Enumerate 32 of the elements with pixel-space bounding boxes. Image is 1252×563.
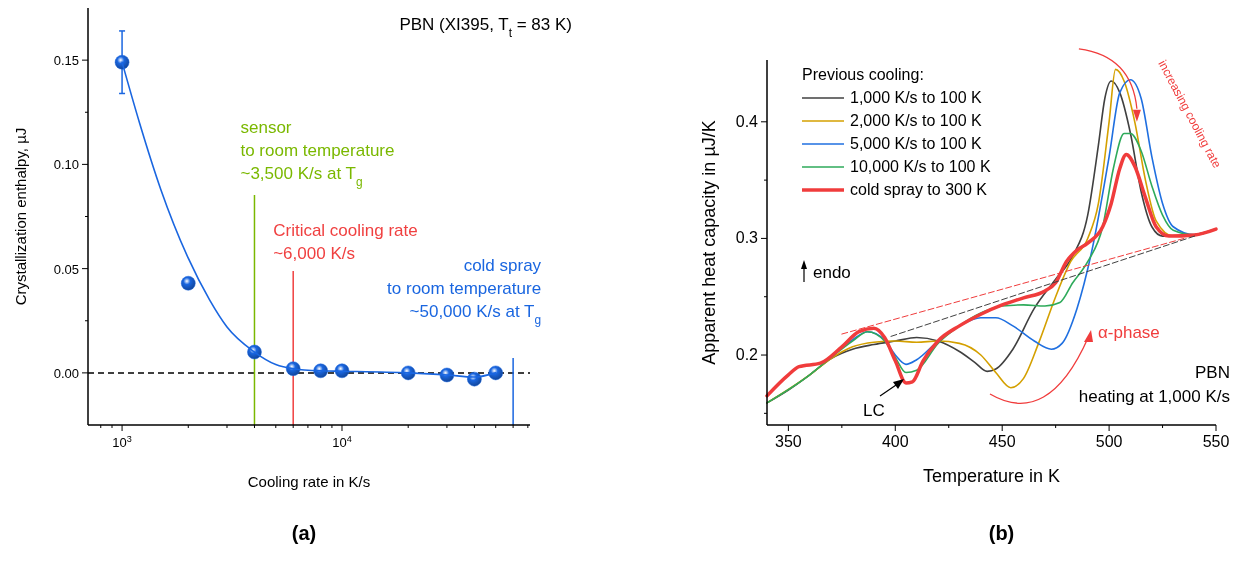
annotation: LC: [863, 401, 885, 420]
y-tick-label: 0.10: [53, 157, 79, 173]
legend-label: 2,000 K/s to 100 K: [850, 112, 982, 129]
x-tick-label: 400: [881, 433, 909, 450]
y-axis-title: Apparent heat capacity in µJ/K: [699, 120, 719, 365]
x-tick-label: 500: [1095, 433, 1123, 450]
legend-label: 1,000 K/s to 100 K: [850, 89, 982, 106]
ref-line-label: sensor to room temperature ~3,500 K/s at T$_{g}$: [240, 118, 395, 189]
x-tick-label: 550: [1202, 433, 1230, 450]
x-axis-title: Temperature in K: [922, 466, 1061, 486]
annotation: PBN (XI395, T$_{t}$ = 83 K): [399, 15, 572, 40]
y-tick-label: 0.2: [735, 346, 759, 364]
x-tick-label: 10$^{4}$: [332, 434, 352, 450]
x-axis-title: Cooling rate in K/s: [247, 473, 371, 490]
y-axis-title: Crystallization enthalpy, µJ: [12, 127, 29, 306]
y-tick-label: 0.00: [53, 365, 79, 381]
x-tick-label: 350: [775, 433, 802, 450]
text: (b): [988, 522, 1015, 544]
x-tick-label: 10$^{3}$: [112, 434, 132, 450]
legend-label: cold spray to 300 K: [850, 181, 988, 198]
y-tick-label: 0.05: [53, 261, 79, 277]
x-tick-label: 450: [988, 433, 1016, 450]
legend-title: Previous cooling:: [802, 66, 924, 83]
text: (a): [291, 522, 317, 544]
annotation: PBN heating at 1,000 K/s: [1078, 363, 1230, 406]
y-tick-label: 0.4: [735, 112, 759, 130]
annotation: endo: [813, 263, 851, 282]
legend-label: 5,000 K/s to 100 K: [850, 135, 982, 152]
legend-label: 10,000 K/s to 100 K: [850, 158, 991, 175]
annotation: α-phase: [1098, 323, 1160, 342]
y-tick-label: 0.3: [735, 229, 759, 247]
y-tick-label: 0.15: [53, 53, 79, 69]
